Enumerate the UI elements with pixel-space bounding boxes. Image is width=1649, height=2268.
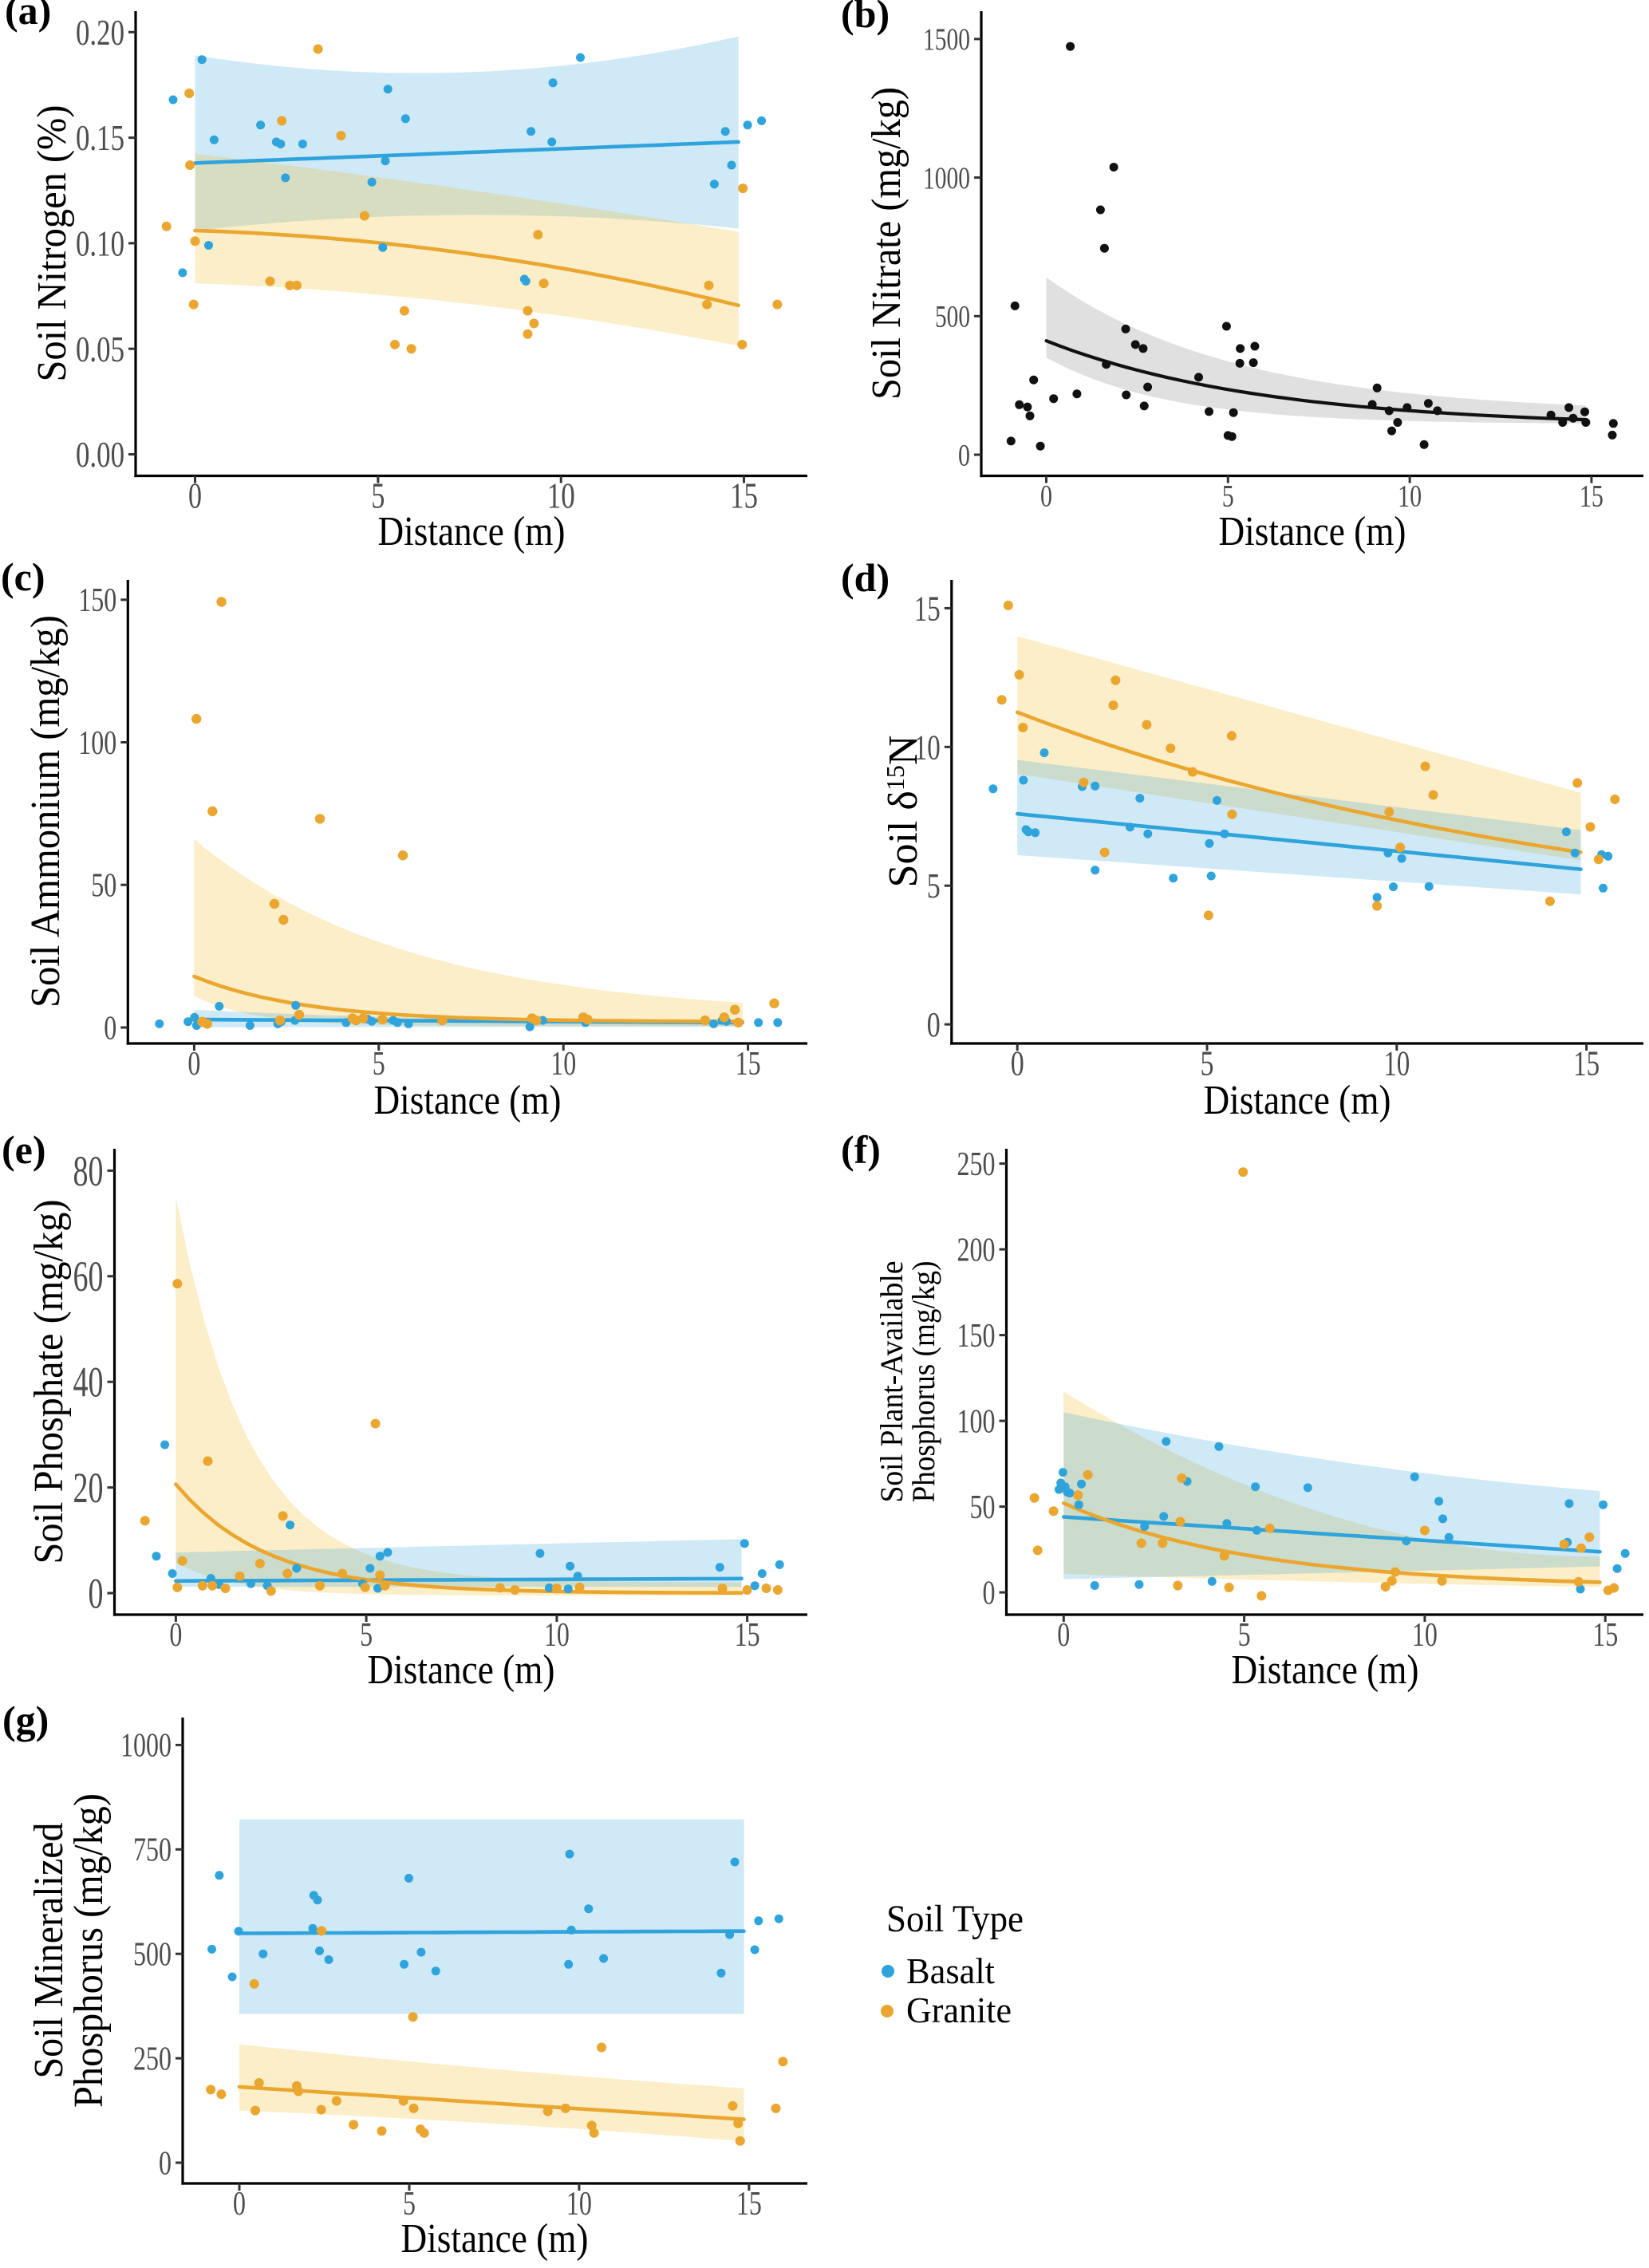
svg-text:(g): (g)	[2, 1698, 49, 1742]
svg-text:Soil Plant-Available: Soil Plant-Available	[874, 1261, 909, 1503]
svg-text:1000: 1000	[120, 1728, 172, 1765]
svg-text:0.10: 0.10	[76, 223, 124, 264]
svg-text:Distance (m): Distance (m)	[1219, 509, 1406, 554]
svg-text:5: 5	[1222, 479, 1234, 513]
svg-text:10: 10	[550, 1046, 576, 1083]
svg-text:Soil Type: Soil Type	[886, 1898, 1024, 1940]
svg-text:(c): (c)	[1, 554, 45, 599]
svg-text:0.00: 0.00	[76, 434, 124, 475]
svg-text:Distance (m): Distance (m)	[401, 2216, 589, 2262]
svg-text:15: 15	[1592, 1617, 1618, 1654]
svg-text:15: 15	[735, 1617, 760, 1654]
svg-text:5: 5	[927, 866, 941, 905]
svg-text:0: 0	[1057, 1617, 1070, 1654]
svg-text:150: 150	[78, 582, 116, 619]
svg-text:10: 10	[547, 475, 575, 516]
svg-text:Granite: Granite	[906, 1990, 1012, 2030]
svg-text:750: 750	[133, 1832, 172, 1869]
svg-text:10: 10	[544, 1617, 570, 1654]
svg-text:0: 0	[1040, 479, 1052, 513]
svg-text:20: 20	[73, 1464, 104, 1512]
svg-text:500: 500	[935, 300, 970, 334]
svg-text:(f): (f)	[841, 1127, 881, 1172]
svg-text:0: 0	[159, 2145, 172, 2182]
svg-text:Distance (m): Distance (m)	[368, 1647, 555, 1693]
svg-text:Phosphorus (mg/kg): Phosphorus (mg/kg)	[905, 1261, 941, 1503]
svg-text:(b): (b)	[841, 0, 890, 36]
svg-text:40: 40	[73, 1359, 104, 1406]
svg-text:0.05: 0.05	[76, 329, 124, 369]
svg-text:(e): (e)	[2, 1127, 46, 1172]
svg-text:10: 10	[1412, 1617, 1438, 1654]
svg-text:15: 15	[730, 475, 758, 516]
svg-text:0: 0	[187, 1046, 200, 1083]
svg-text:10: 10	[914, 728, 941, 767]
svg-text:(a): (a)	[5, 0, 51, 33]
svg-text:Soil Nitrogen (%): Soil Nitrogen (%)	[30, 105, 75, 382]
svg-text:0: 0	[927, 1005, 941, 1044]
svg-text:Phosphorus (mg/kg): Phosphorus (mg/kg)	[66, 1793, 112, 2108]
svg-text:10: 10	[566, 2186, 592, 2223]
svg-text:100: 100	[957, 1403, 996, 1440]
svg-text:Soil δ15N: Soil δ15N	[881, 736, 926, 888]
svg-text:Distance (m): Distance (m)	[374, 1078, 562, 1123]
svg-text:0: 0	[169, 1617, 182, 1654]
svg-text:Soil Ammonium (mg/kg): Soil Ammonium (mg/kg)	[23, 615, 69, 1008]
svg-text:Distance (m): Distance (m)	[378, 509, 566, 554]
svg-text:15: 15	[1580, 479, 1604, 513]
svg-text:500: 500	[133, 1937, 172, 1974]
svg-text:0: 0	[983, 1575, 996, 1611]
svg-text:Distance (m): Distance (m)	[1204, 1078, 1391, 1123]
svg-text:50: 50	[970, 1489, 996, 1526]
svg-text:Basalt: Basalt	[906, 1950, 995, 1991]
svg-text:60: 60	[73, 1252, 104, 1300]
svg-text:100: 100	[78, 725, 116, 762]
svg-text:5: 5	[373, 1046, 385, 1083]
svg-text:0: 0	[188, 475, 202, 516]
svg-text:(d): (d)	[841, 555, 890, 600]
svg-text:10: 10	[1383, 1044, 1410, 1083]
svg-text:15: 15	[736, 2186, 762, 2223]
svg-text:15: 15	[914, 589, 941, 628]
svg-text:0.20: 0.20	[76, 12, 124, 53]
svg-text:250: 250	[957, 1146, 996, 1183]
svg-text:Distance (m): Distance (m)	[1232, 1647, 1419, 1693]
svg-text:Soil Phosphate (mg/kg): Soil Phosphate (mg/kg)	[26, 1200, 72, 1564]
svg-text:0: 0	[89, 1569, 104, 1617]
svg-text:10: 10	[1398, 479, 1422, 513]
svg-text:Soil Nitrate (mg/kg): Soil Nitrate (mg/kg)	[864, 87, 909, 400]
svg-text:0: 0	[104, 1010, 116, 1047]
svg-text:15: 15	[1573, 1044, 1600, 1083]
svg-text:250: 250	[133, 2041, 172, 2077]
svg-text:5: 5	[1201, 1044, 1214, 1083]
svg-text:5: 5	[371, 475, 385, 516]
svg-text:1000: 1000	[923, 161, 970, 195]
svg-text:1500: 1500	[923, 22, 970, 57]
svg-text:5: 5	[1238, 1617, 1251, 1654]
svg-text:50: 50	[91, 868, 116, 905]
svg-text:5: 5	[403, 2186, 416, 2223]
svg-text:0: 0	[1011, 1044, 1024, 1083]
svg-text:150: 150	[957, 1318, 996, 1355]
svg-text:0.15: 0.15	[76, 117, 124, 158]
svg-text:15: 15	[736, 1046, 761, 1083]
svg-text:80: 80	[73, 1147, 104, 1195]
svg-text:5: 5	[360, 1617, 373, 1654]
svg-text:Soil Mineralized: Soil Mineralized	[26, 1823, 72, 2079]
svg-text:0: 0	[958, 438, 970, 472]
svg-text:200: 200	[957, 1232, 996, 1268]
svg-text:0: 0	[233, 2186, 246, 2223]
